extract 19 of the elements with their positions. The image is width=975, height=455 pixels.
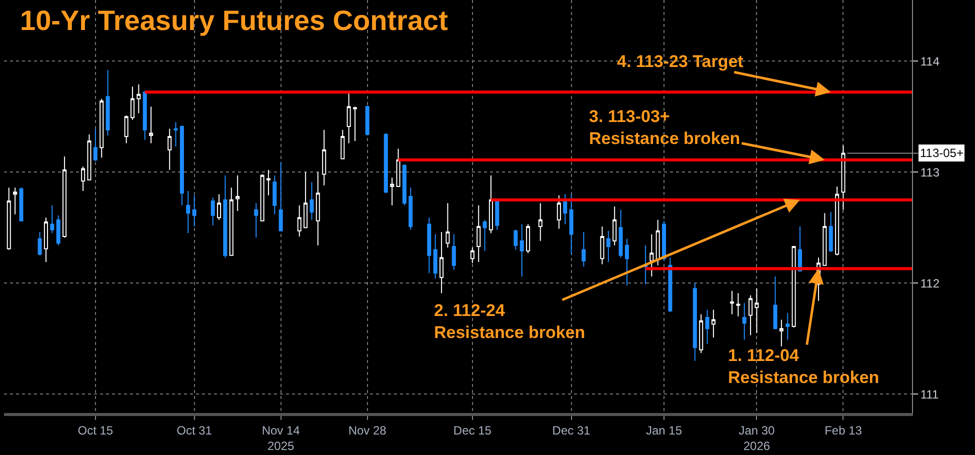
y-tick-label: 114 — [920, 54, 940, 68]
annotation: 3. 113-03+ Resistance broken — [589, 107, 740, 148]
annotation: 2. 112-24 Resistance broken — [434, 301, 586, 342]
x-tick-label: Oct 31 — [176, 423, 212, 438]
annotation: 1. 112-04 Resistance broken — [728, 346, 880, 388]
x-tick-label: Oct 15 — [78, 423, 114, 438]
x-tick-label: Dec 15 — [453, 423, 492, 438]
y-tick-label: 112 — [920, 276, 940, 290]
x-tick-label: Jan 30 2026 — [738, 423, 776, 453]
annotation: 4. 113-23 Target — [617, 52, 744, 71]
chart-title: 10-Yr Treasury Futures Contract — [20, 4, 448, 36]
x-tick-label: Feb 13 — [824, 423, 862, 438]
x-tick-label: Nov 28 — [348, 423, 387, 438]
x-tick-label: Dec 31 — [552, 423, 591, 438]
y-tick-label: 113 — [920, 165, 940, 180]
y-tick-label: 111 — [920, 387, 939, 402]
annotation: 113-05+ — [920, 146, 964, 160]
x-tick-label: Jan 15 — [646, 423, 682, 438]
x-tick-label: Nov 14 2025 — [262, 423, 300, 453]
